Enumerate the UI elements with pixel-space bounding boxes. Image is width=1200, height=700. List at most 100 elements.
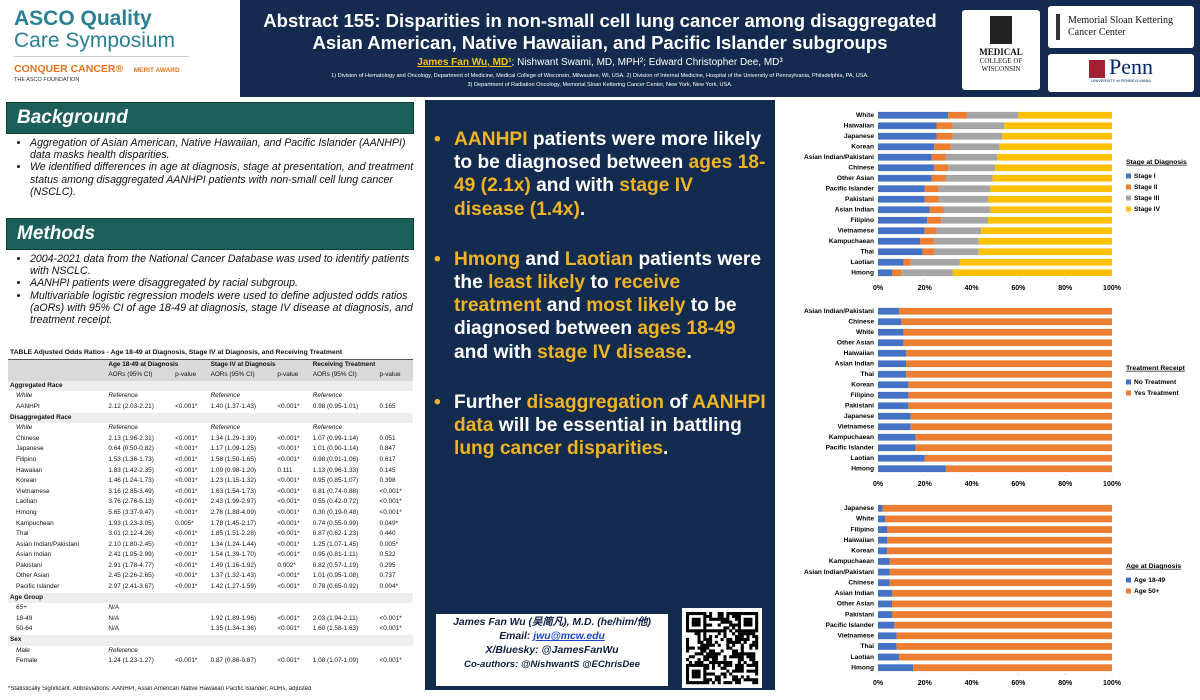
- qr-cell: [714, 678, 718, 682]
- finding-text: .: [686, 341, 692, 363]
- category-label: Filipino: [851, 392, 874, 399]
- table-cell: 1.93 (1.23-3.05): [108, 519, 154, 527]
- table-cell: [378, 646, 413, 657]
- bar-segment: [938, 185, 991, 193]
- header-cell: [8, 358, 107, 371]
- x-tick-label: 20%: [918, 481, 933, 488]
- qr-cell: [694, 663, 698, 667]
- section-row: Aggregated Race: [8, 380, 413, 392]
- table-cell: [209, 646, 276, 657]
- table-cell: <0.001*: [379, 487, 402, 495]
- qr-cell: [717, 623, 721, 627]
- qr-cell: [746, 623, 750, 627]
- qr-cell: [726, 626, 730, 630]
- qr-cell: [737, 629, 741, 633]
- bar-segment: [936, 132, 953, 140]
- qr-cell: [709, 643, 713, 647]
- qr-cell: [723, 660, 727, 665]
- qr-cell: [737, 614, 741, 618]
- qr-cell: [755, 672, 759, 676]
- sub-header: AORs (95% CI) p-value AORs (95% CI) p-value…: [8, 370, 413, 381]
- category-label: Japanese: [844, 133, 874, 140]
- qr-cell: [711, 658, 715, 662]
- background-list: Aggregation of Asian American, Native Ha…: [6, 137, 425, 198]
- row-label: Pacific Islander: [16, 583, 60, 591]
- qr-cell: [746, 612, 750, 616]
- table-cell: <0.001*: [175, 508, 198, 516]
- qr-cell: [714, 635, 718, 639]
- qr-cell: [706, 655, 710, 659]
- qr-cell: [723, 681, 727, 685]
- qr-cell: [737, 640, 741, 644]
- bar-segment: [887, 536, 1112, 544]
- qr-cell: [737, 663, 741, 667]
- table-cell: [275, 391, 310, 402]
- category-label: Haiwaiian: [844, 537, 874, 544]
- table-cell: <0.001*: [277, 657, 300, 665]
- legend-title: Stage at Diagnosis: [1126, 159, 1187, 166]
- qr-cell: [723, 663, 727, 667]
- bar-segment: [929, 206, 944, 214]
- bar-segment: [882, 504, 1112, 512]
- row-label: Asian Indian/Pakistani: [16, 540, 79, 548]
- qr-cell: [714, 617, 718, 621]
- bar-segment: [894, 621, 1112, 629]
- category-label: Japanese: [844, 505, 874, 512]
- qr-cell: [737, 623, 741, 627]
- table-cell: <0.001*: [277, 402, 300, 410]
- group-name: Receiving Treatment: [310, 358, 413, 371]
- qr-cell: [706, 658, 710, 662]
- table-cell: 1.63 (1.54-1.73): [210, 487, 257, 495]
- qr-cell: [706, 623, 710, 627]
- qr-cell: [746, 663, 750, 667]
- highlight-text: stage IV disease: [537, 341, 687, 363]
- table-cell: <0.001*: [277, 614, 300, 622]
- table-cell: 2.45 (2.26-2.65): [108, 572, 154, 580]
- table-cell: 0.440: [379, 530, 396, 538]
- qr-cell: [709, 678, 713, 682]
- qr-cell: [755, 681, 759, 685]
- qr-cell: [697, 663, 701, 667]
- bar-segment: [889, 558, 1112, 565]
- qr-cell: [711, 643, 715, 647]
- qr-cell: [706, 672, 710, 676]
- qr-cell: [755, 660, 759, 665]
- qr-cell: [700, 643, 704, 647]
- table-cell: 1.01 (0.95-1.08): [312, 572, 359, 580]
- table-cell: 2.43 (1.99-2.97): [210, 498, 257, 506]
- qr-cell: [755, 635, 759, 639]
- table-cell: 2.91 (1.78-4.77): [108, 561, 154, 569]
- qr-cell: [697, 629, 701, 633]
- qr-cell: [743, 620, 747, 624]
- table-cell: Reference: [108, 392, 138, 400]
- qr-cell: [755, 643, 759, 647]
- qr-cell: [720, 666, 724, 670]
- qr-cell: [688, 655, 692, 659]
- qr-cell: [703, 681, 707, 685]
- qr-cell: [691, 669, 695, 673]
- qr-cell: [740, 646, 744, 650]
- x-tick-label: 100%: [1103, 680, 1122, 687]
- table-cell: <0.001*: [175, 561, 198, 569]
- qr-cell: [709, 617, 713, 621]
- qr-cell: [714, 655, 718, 659]
- email[interactable]: jwu@mcw.edu: [533, 631, 605, 642]
- qr-cell: [737, 620, 741, 624]
- bar-segment: [910, 258, 960, 266]
- qr-cell: [720, 612, 724, 616]
- qr-cell: [734, 652, 739, 656]
- coauthors: ; Nishwant Swami, MD, MPH²; Edward Chris…: [511, 57, 783, 68]
- qr-cell: [686, 649, 690, 653]
- qr-cell: [734, 617, 739, 621]
- qr-cell: [737, 655, 741, 659]
- bar-segment: [924, 185, 939, 193]
- qr-cell: [749, 632, 753, 636]
- qr-cell: [703, 632, 707, 636]
- table-cell: <0.001*: [175, 551, 198, 559]
- category-label: Asian Indian/Pakistani: [804, 154, 874, 161]
- table-cell: Reference: [312, 424, 343, 432]
- qr-cell: [703, 675, 707, 679]
- bar-segment: [903, 258, 911, 266]
- bar-segment: [987, 216, 1112, 224]
- finding-text: .: [579, 198, 586, 220]
